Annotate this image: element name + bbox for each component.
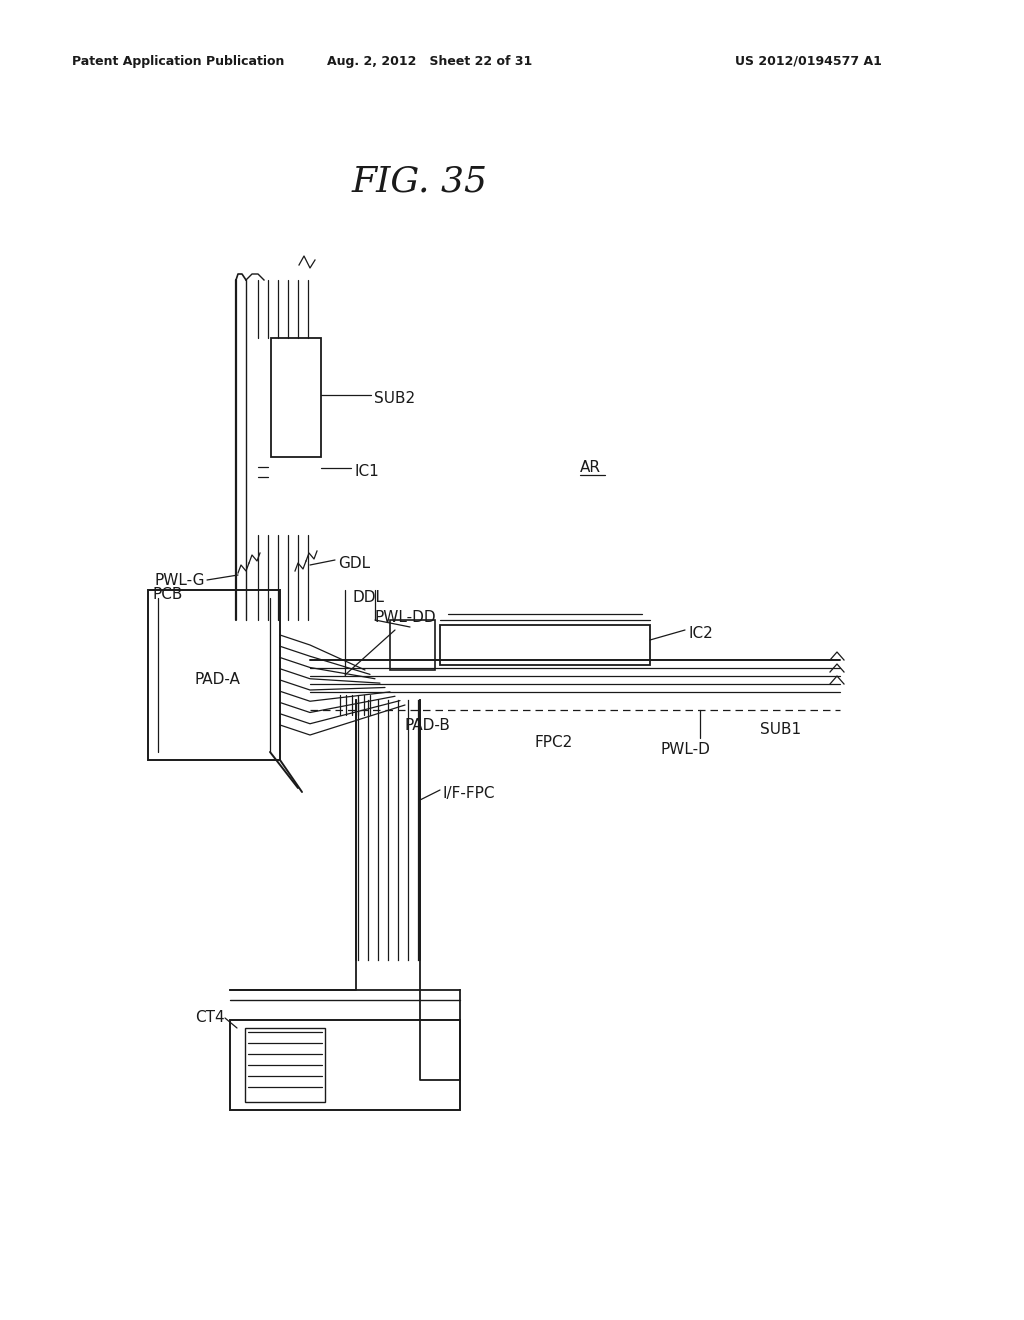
Bar bbox=[390, 620, 435, 671]
Text: IC1: IC1 bbox=[354, 465, 379, 479]
Text: FIG. 35: FIG. 35 bbox=[352, 165, 488, 199]
Text: SUB2: SUB2 bbox=[374, 391, 415, 407]
Text: US 2012/0194577 A1: US 2012/0194577 A1 bbox=[735, 55, 882, 69]
Text: PWL-G: PWL-G bbox=[155, 573, 206, 587]
Text: PWL-DD: PWL-DD bbox=[375, 610, 436, 624]
Text: SUB1: SUB1 bbox=[760, 722, 801, 737]
Bar bbox=[230, 1020, 460, 1110]
Bar bbox=[148, 590, 280, 760]
Text: PAD-A: PAD-A bbox=[195, 672, 241, 686]
Text: I/F-FPC: I/F-FPC bbox=[443, 785, 496, 801]
Text: AR: AR bbox=[580, 459, 601, 475]
Text: Aug. 2, 2012   Sheet 22 of 31: Aug. 2, 2012 Sheet 22 of 31 bbox=[328, 55, 532, 69]
Text: CT4: CT4 bbox=[195, 1010, 224, 1026]
Text: FPC2: FPC2 bbox=[535, 735, 573, 750]
Bar bbox=[440, 624, 650, 665]
Text: DDL: DDL bbox=[353, 590, 385, 605]
Text: PCB: PCB bbox=[152, 587, 182, 602]
Text: GDL: GDL bbox=[338, 556, 370, 572]
Bar bbox=[271, 338, 321, 457]
Text: IC2: IC2 bbox=[688, 626, 713, 642]
Text: PAD-B: PAD-B bbox=[406, 718, 451, 733]
Text: Patent Application Publication: Patent Application Publication bbox=[72, 55, 285, 69]
Bar bbox=[245, 1028, 325, 1102]
Text: PWL-D: PWL-D bbox=[660, 742, 710, 756]
